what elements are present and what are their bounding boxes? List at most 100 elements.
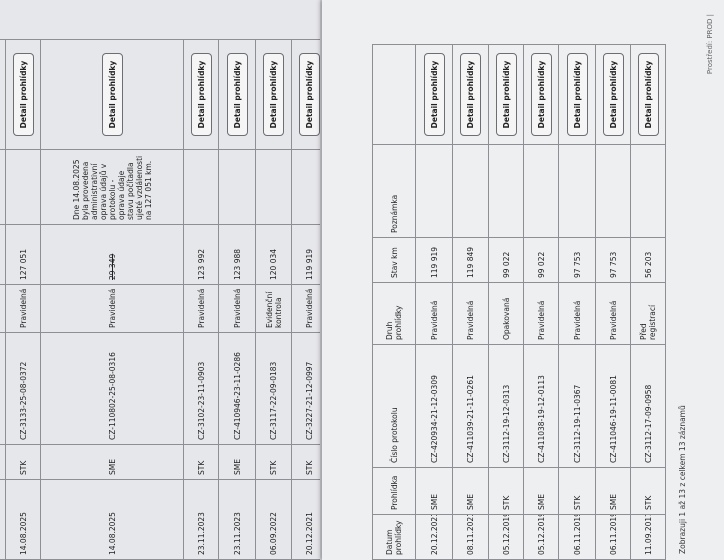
kind-cell: Pravidelná	[291, 284, 320, 333]
km-cell: 56 203	[630, 237, 666, 283]
action-cell: Detail prohlídky	[255, 39, 292, 150]
protocol-cell: CZ-3227-21-12-0997	[291, 332, 320, 445]
date-cell: 05.12.2019	[523, 514, 559, 560]
detail-button[interactable]: Detail prohlídky	[263, 52, 284, 137]
km-cell: 120 034	[255, 224, 292, 285]
km-cell: 123 988	[218, 224, 256, 285]
header-cell: Datum prohlídky	[372, 514, 416, 560]
detail-button[interactable]: Detail prohlídky	[530, 52, 552, 137]
inspection-cell: SME	[523, 467, 559, 515]
detail-button[interactable]: Detail prohlídky	[12, 52, 34, 137]
note-cell	[218, 149, 256, 225]
kind-cell: Před registrací	[630, 282, 666, 345]
protocol-cell: CZ-410946-23-11-0286	[218, 332, 256, 445]
note-cell	[255, 149, 292, 225]
note-cell: Dne 14.08.2025 byla provedena administra…	[40, 149, 184, 225]
action-cell: Detail prohlídky	[291, 39, 320, 150]
table-row: 20.12.2021 STK CZ-3227-21-12-0997 Pravideln…	[291, 39, 320, 560]
action-cell: Detail prohlídky	[415, 44, 453, 145]
date-cell: 14.08.2025	[5, 479, 41, 560]
note-cell	[415, 144, 453, 238]
right-page-content: Datum prohlídky Prohlídka Číslo protokolu D…	[322, 0, 724, 560]
protocol-cell: CZ-3112-19-11-0367	[558, 344, 596, 468]
note-cell	[5, 149, 41, 225]
date-cell: 06.11.2019	[595, 514, 631, 560]
kind-cell: Pravidelná	[5, 284, 41, 333]
inspection-cell: STK	[255, 444, 292, 480]
table-row: 14.08.2025 SME CZ-110802-25-08-0316 Pravide…	[40, 39, 184, 560]
action-cell: Detail prohlídky	[5, 39, 41, 150]
table-row: 20.12.2021 SME CZ-420934-21-12-0309 Pravide…	[415, 44, 453, 560]
detail-button[interactable]: Detail prohlídky	[101, 52, 123, 137]
note-cell	[523, 144, 559, 238]
environment-label: Prostředí: PROD |	[706, 14, 714, 75]
table-row: 05.12.2019 SME CZ-411038-19-12-0113 Pravide…	[523, 44, 559, 560]
kind-cell: Pravidelná	[183, 284, 219, 333]
detail-button[interactable]: Detail prohlídky	[602, 52, 624, 137]
note-cell	[488, 144, 524, 238]
inspection-cell: SME	[218, 444, 256, 480]
action-cell: Detail prohlídky	[488, 44, 524, 145]
protocol-cell: CZ-3112-19-12-0313	[488, 344, 524, 468]
note-cell	[183, 149, 219, 225]
action-cell: Detail prohlídky	[630, 44, 666, 145]
date-cell: 23.11.2023	[183, 479, 219, 560]
table-footer: Zobrazuji 1 až 13 z celkem 13 záznamů	[678, 405, 687, 554]
detail-button[interactable]: Detail prohlídky	[460, 52, 481, 137]
inspection-cell: STK	[183, 444, 219, 480]
km-cell: 97 753	[558, 237, 596, 283]
protocol-cell: CZ-3102-23-11-0903	[183, 332, 219, 445]
action-cell: Detail prohlídky	[452, 44, 489, 145]
table-row: 05.12.2019 STK CZ-3112-19-12-0313 Opakovaná…	[488, 44, 524, 560]
inspection-cell: STK	[5, 444, 41, 480]
date-cell: 23.11.2023	[218, 479, 256, 560]
protocol-cell: CZ-3133-25-08-0372	[5, 332, 41, 445]
table-row: 23.11.2023 STK CZ-3102-23-11-0903 Pravideln…	[183, 39, 219, 560]
date-cell: 06.11.2019	[558, 514, 596, 560]
km-cell: 99 022	[523, 237, 559, 283]
km-cell: 127 051	[5, 224, 41, 285]
table-row: 11.09.2017 STK CZ-3112-17-09-0958 Před regi…	[630, 44, 666, 560]
inspection-cell: STK	[558, 467, 596, 515]
kind-cell: Opakovaná	[488, 282, 524, 345]
km-cell: 29 349	[40, 224, 184, 285]
detail-button[interactable]: Detail prohlídky	[637, 52, 659, 137]
note-cell	[291, 149, 320, 225]
kind-cell: Pravidelná	[40, 284, 184, 333]
table-body: 14.08.2025 STK CZ-3133-25-08-0372 Pravideln…	[5, 39, 320, 560]
kind-cell: Pravidelná	[523, 282, 559, 345]
detail-button[interactable]: Detail prohlídky	[226, 52, 248, 137]
table-row: 06.11.2019 SME CZ-411046-19-11-0081 Pravide…	[595, 44, 631, 560]
header-cell: Druh prohlídky	[372, 282, 416, 345]
detail-button[interactable]: Detail prohlídky	[423, 52, 445, 137]
header-cell: Prohlídka	[372, 467, 416, 515]
protocol-cell: CZ-420934-21-12-0309	[415, 344, 453, 468]
protocol-cell: CZ-110802-25-08-0316	[40, 332, 184, 445]
detail-button[interactable]: Detail prohlídky	[566, 52, 588, 137]
header-cell: Stav km	[372, 237, 416, 283]
date-cell: 05.12.2019	[488, 514, 524, 560]
inspection-cell: SME	[595, 467, 631, 515]
action-cell: Detail prohlídky	[595, 44, 631, 145]
table-row: 06.09.2022 STK CZ-3117-22-09-0183 Evidenční…	[255, 39, 292, 560]
note-cell	[630, 144, 666, 238]
header-cell: Číslo protokolu	[372, 344, 416, 468]
inspection-cell: STK	[488, 467, 524, 515]
protocol-cell: CZ-3112-17-09-0958	[630, 344, 666, 468]
protocol-cell: CZ-3117-22-09-0183	[255, 332, 292, 445]
action-cell: Detail prohlídky	[558, 44, 596, 145]
detail-button[interactable]: Detail prohlídky	[495, 52, 517, 137]
date-cell: 06.09.2022	[255, 479, 292, 560]
action-cell: Detail prohlídky	[523, 44, 559, 145]
km-cell: 97 753	[595, 237, 631, 283]
action-cell: Detail prohlídky	[183, 39, 219, 150]
kind-cell: Pravidelná	[452, 282, 489, 345]
detail-button[interactable]: Detail prohlídky	[190, 52, 212, 137]
header-cell	[372, 44, 416, 145]
detail-button[interactable]: Detail prohlídky	[299, 52, 320, 137]
